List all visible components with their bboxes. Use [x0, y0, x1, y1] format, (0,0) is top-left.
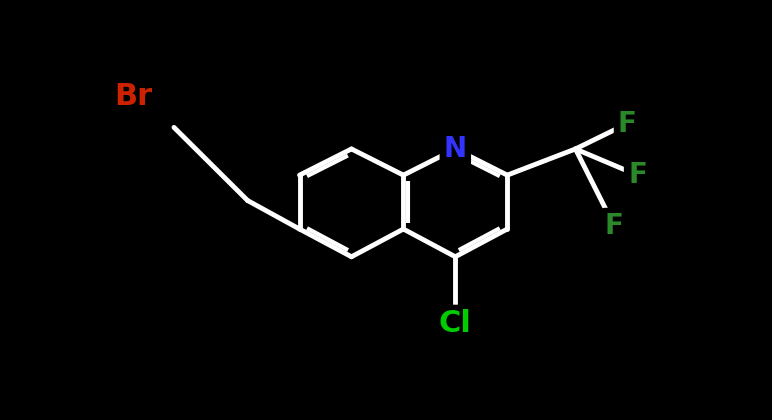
Text: F: F [604, 212, 624, 240]
Text: Br: Br [114, 82, 153, 111]
Text: F: F [618, 110, 637, 137]
Text: Cl: Cl [439, 309, 472, 338]
Text: N: N [444, 135, 467, 163]
Text: F: F [628, 161, 647, 189]
